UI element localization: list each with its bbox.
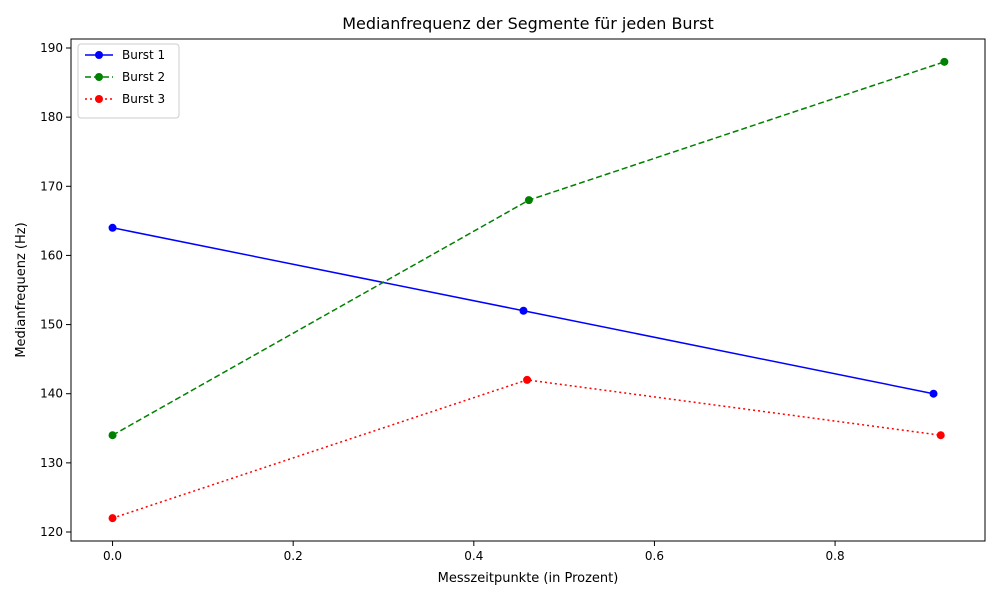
plot-frame <box>70 38 986 542</box>
legend-label: Burst 3 <box>122 92 165 106</box>
x-tick-label: 0.2 <box>284 549 303 563</box>
series-2 <box>108 57 949 440</box>
data-point <box>519 306 528 315</box>
data-point <box>108 223 117 232</box>
chart-title: Medianfrequenz der Segmente für jeden Bu… <box>342 14 714 33</box>
data-point <box>108 514 117 523</box>
legend-item: Burst 2 <box>85 70 165 84</box>
y-tick-label: 180 <box>40 110 63 124</box>
data-point <box>929 389 938 398</box>
x-tick-label: 0.6 <box>645 549 664 563</box>
data-point <box>936 431 945 440</box>
y-tick-label: 130 <box>40 456 63 470</box>
legend: Burst 1 Burst 2 Burst 3 <box>77 43 180 119</box>
data-point <box>524 196 533 205</box>
data-point <box>940 57 949 66</box>
y-tick-label: 140 <box>40 387 63 401</box>
y-axis: 120 130 140 150 160 170 180 190 <box>40 41 71 539</box>
series-1 <box>108 223 938 398</box>
data-point <box>108 431 117 440</box>
x-tick-label: 0.0 <box>103 549 122 563</box>
y-tick-label: 120 <box>40 525 63 539</box>
series-3 <box>108 375 945 523</box>
x-axis: 0.0 0.2 0.4 0.6 0.8 <box>103 541 845 563</box>
legend-label: Burst 1 <box>122 48 165 62</box>
y-tick-label: 170 <box>40 179 63 193</box>
series-line <box>112 379 941 519</box>
legend-box <box>77 43 180 119</box>
y-tick-label: 160 <box>40 248 63 262</box>
plot-series <box>108 57 949 523</box>
legend-label: Burst 2 <box>122 70 165 84</box>
legend-item: Burst 1 <box>85 48 165 62</box>
legend-marker <box>95 73 103 81</box>
legend-marker <box>95 95 103 103</box>
y-tick-label: 190 <box>40 41 63 55</box>
legend-item: Burst 3 <box>85 92 165 106</box>
y-axis-label: Medianfrequenz (Hz) <box>14 222 29 357</box>
x-axis-label: Messzeitpunkte (in Prozent) <box>438 571 619 586</box>
x-tick-label: 0.4 <box>464 549 483 563</box>
y-tick-label: 150 <box>40 318 63 332</box>
data-point <box>523 375 532 384</box>
legend-marker <box>95 51 103 59</box>
x-tick-label: 0.8 <box>826 549 845 563</box>
